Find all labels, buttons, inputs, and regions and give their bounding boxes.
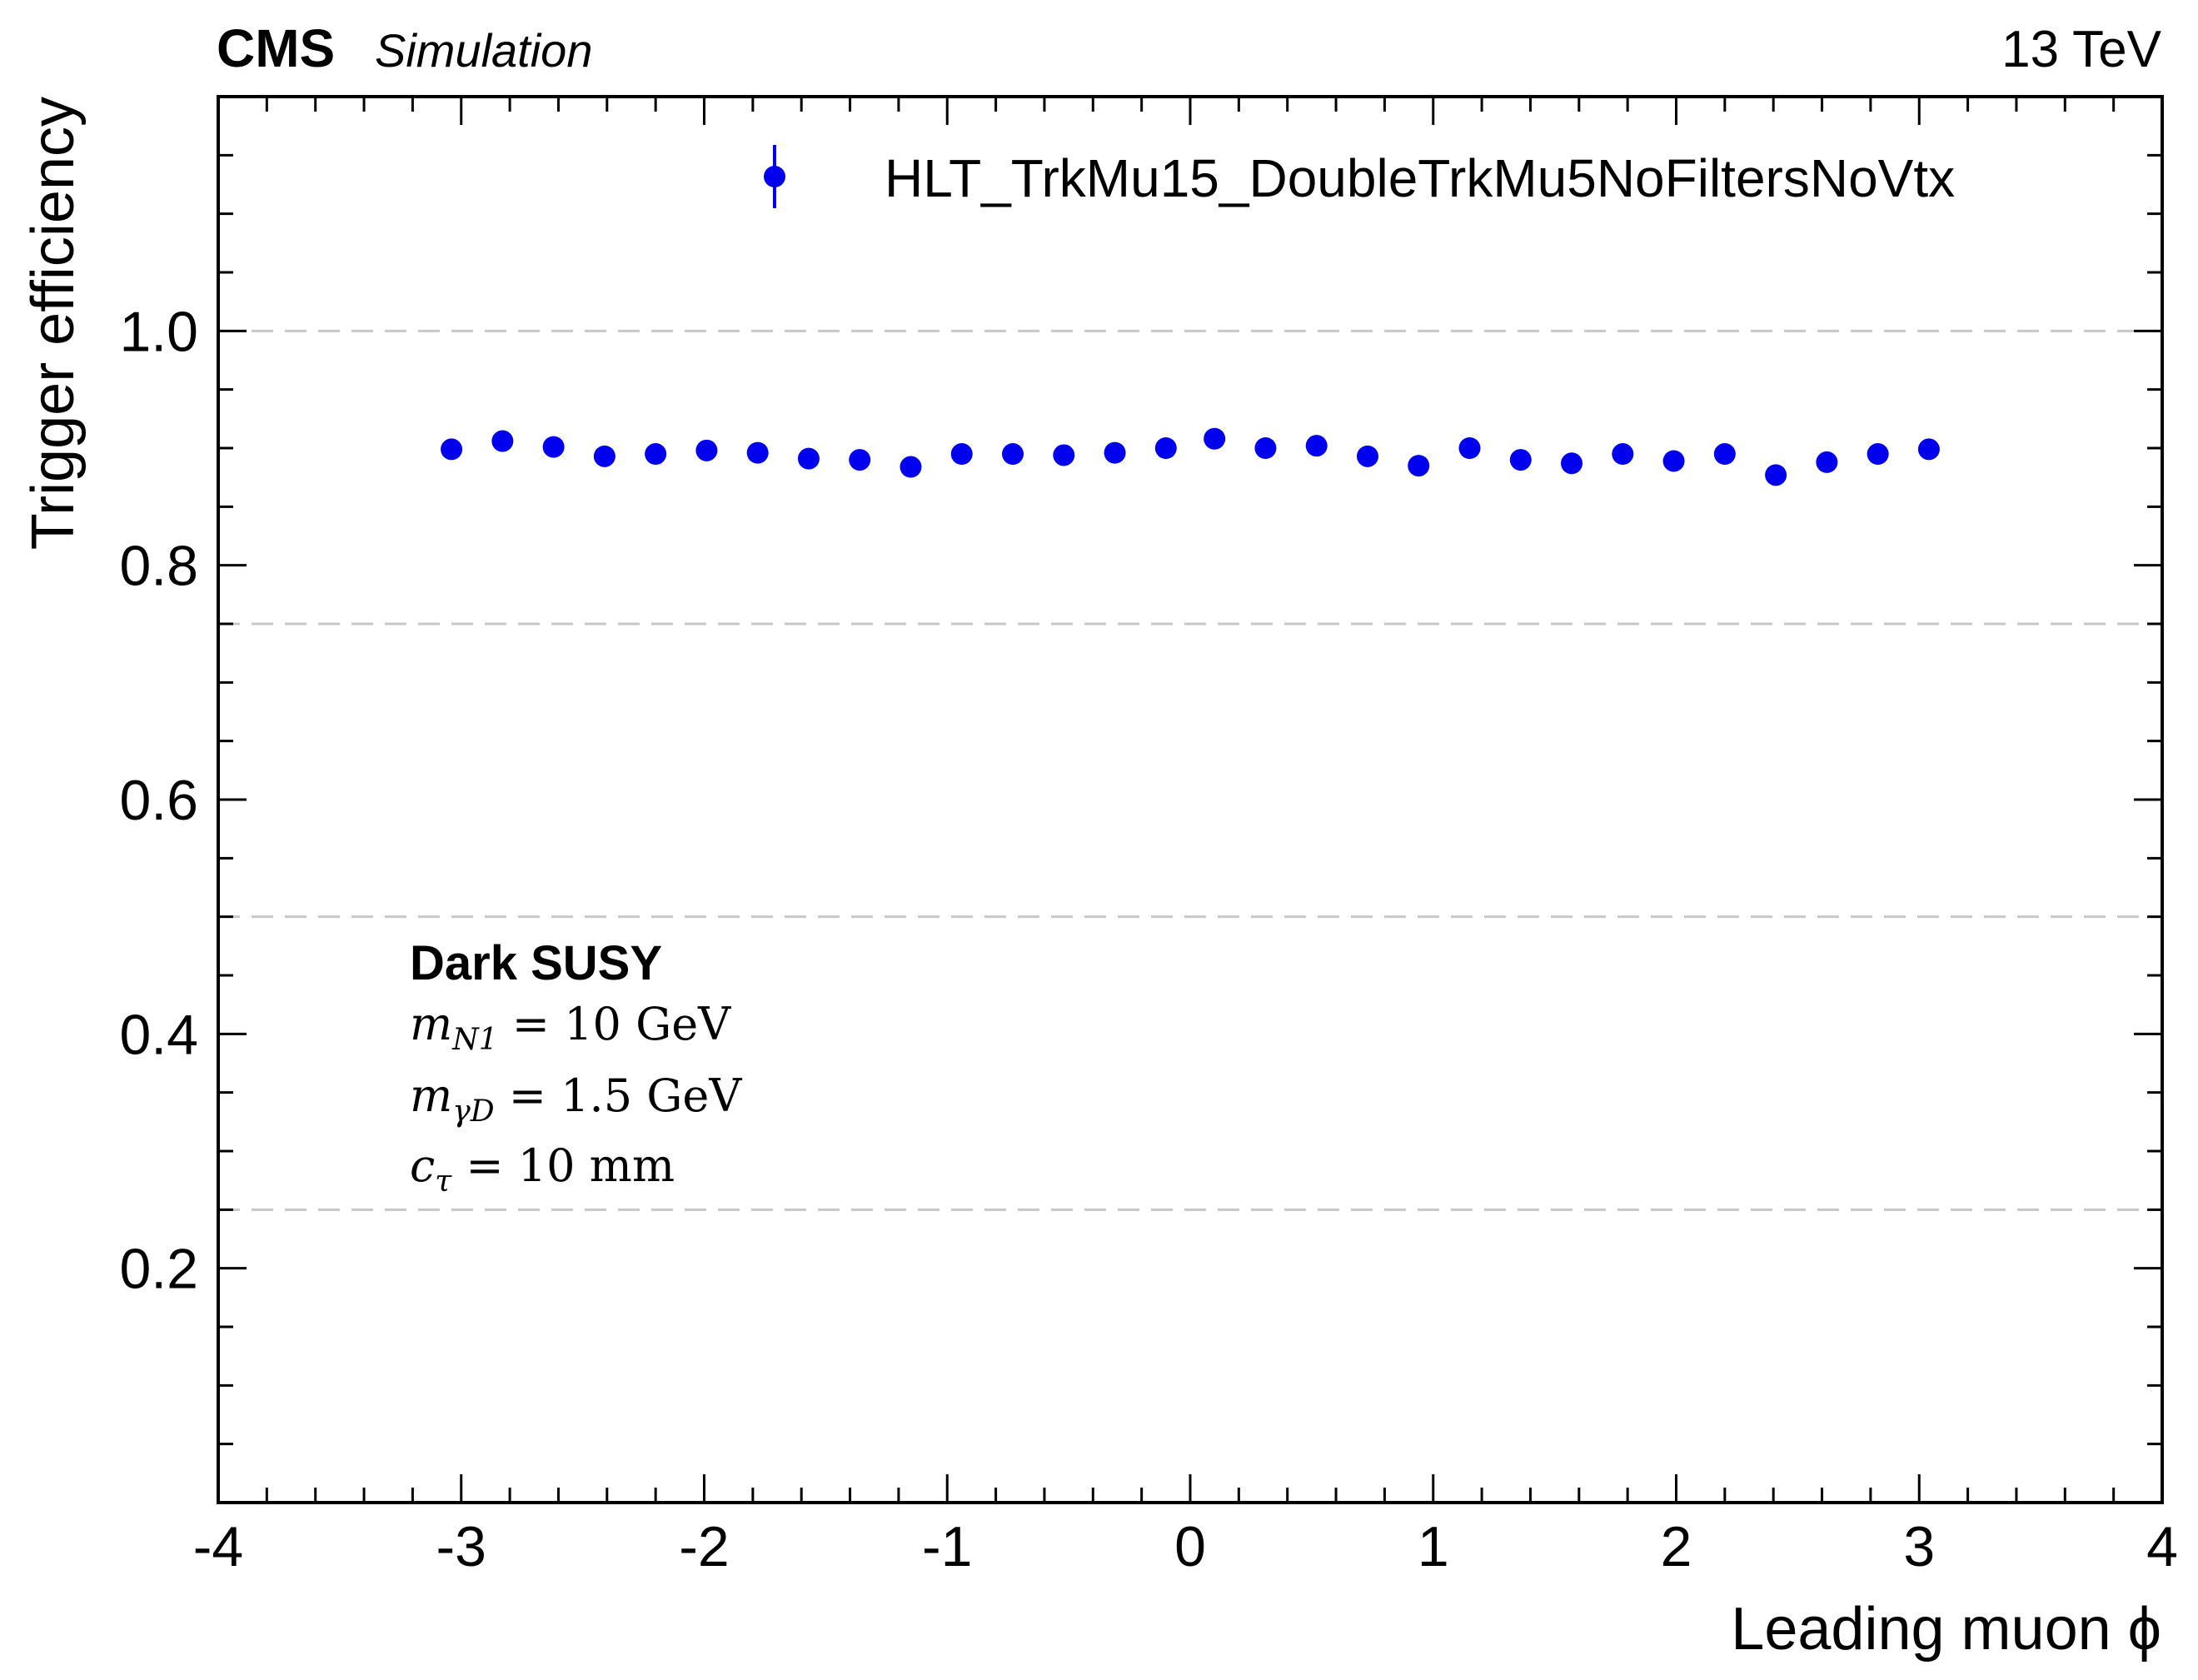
data-point bbox=[593, 445, 616, 467]
y-tick-label: 1.0 bbox=[119, 300, 198, 363]
y-tick-label: 0.6 bbox=[119, 769, 198, 832]
grid-lines bbox=[218, 329, 2162, 1211]
experiment-label: CMS bbox=[217, 18, 335, 78]
data-point bbox=[1662, 450, 1685, 472]
annotation-title: Dark SUSY bbox=[410, 936, 662, 990]
data-point bbox=[1204, 427, 1226, 450]
data-point bbox=[1356, 445, 1378, 467]
data-point bbox=[900, 456, 922, 478]
x-tick-label: 2 bbox=[1661, 1515, 1692, 1578]
x-axis-label: Leading muon ϕ bbox=[1731, 1596, 2161, 1663]
x-tick-label: -3 bbox=[436, 1515, 486, 1578]
x-tick-label: 4 bbox=[2146, 1515, 2178, 1578]
data-point bbox=[1254, 437, 1277, 459]
data-point bbox=[797, 447, 820, 470]
data-point bbox=[1154, 437, 1177, 459]
data-point bbox=[1002, 443, 1024, 466]
annotation: Dark SUSY mN1 = 10 GeV mγD = 1.5 GeV cτ … bbox=[410, 936, 742, 1199]
axis-ticks bbox=[217, 97, 2164, 1503]
annotation-line-1: mN1 = 10 GeV bbox=[410, 998, 731, 1057]
data-point bbox=[746, 441, 769, 464]
data-point bbox=[645, 443, 667, 466]
data-point bbox=[1458, 437, 1481, 459]
y-tick-labels: 0.2 0.4 0.6 0.8 1.0 bbox=[119, 300, 198, 1300]
data-point bbox=[695, 439, 718, 461]
data-point bbox=[1104, 441, 1126, 464]
data-point bbox=[1509, 449, 1532, 471]
data-point bbox=[1917, 438, 1940, 461]
x-tick-label: 3 bbox=[1903, 1515, 1935, 1578]
data-point bbox=[950, 443, 973, 466]
data-point bbox=[1765, 464, 1787, 486]
data-point bbox=[491, 430, 514, 452]
x-tick-label: -1 bbox=[922, 1515, 972, 1578]
data-point bbox=[1053, 444, 1075, 466]
y-tick-label: 0.8 bbox=[119, 535, 198, 598]
data-point bbox=[1305, 435, 1328, 457]
data-point bbox=[1867, 443, 1889, 466]
legend: HLT_TrkMu15_DoubleTrkMu5NoFiltersNoVtx bbox=[764, 145, 1955, 208]
data-point bbox=[1612, 443, 1634, 466]
y-tick-label: 0.4 bbox=[119, 1003, 198, 1066]
x-tick-label: 1 bbox=[1418, 1515, 1449, 1578]
data-points bbox=[441, 427, 1940, 486]
x-tick-labels: -4 -3 -2 -1 0 1 2 3 4 bbox=[193, 1515, 2178, 1578]
mode-label: Simulation bbox=[375, 24, 592, 77]
annotation-line-2: mγD = 1.5 GeV bbox=[410, 1069, 742, 1129]
y-axis-label: Trigger efficiency bbox=[20, 97, 87, 550]
data-point bbox=[849, 449, 871, 471]
legend-label: HLT_TrkMu15_DoubleTrkMu5NoFiltersNoVtx bbox=[885, 148, 1955, 208]
plot-frame bbox=[217, 95, 2164, 1504]
data-point bbox=[1561, 452, 1583, 475]
x-tick-label: 0 bbox=[1174, 1515, 1206, 1578]
x-tick-label: -2 bbox=[679, 1515, 729, 1578]
data-point bbox=[542, 436, 565, 458]
data-point bbox=[1408, 455, 1430, 477]
x-tick-label: -4 bbox=[193, 1515, 243, 1578]
data-point bbox=[1816, 451, 1838, 473]
data-point bbox=[1713, 443, 1736, 466]
legend-marker bbox=[764, 166, 785, 187]
data-point bbox=[441, 438, 463, 461]
annotation-line-3: cτ = 10 mm bbox=[410, 1139, 675, 1199]
y-tick-label: 0.2 bbox=[119, 1238, 198, 1301]
energy-label: 13 TeV bbox=[2001, 21, 2162, 78]
